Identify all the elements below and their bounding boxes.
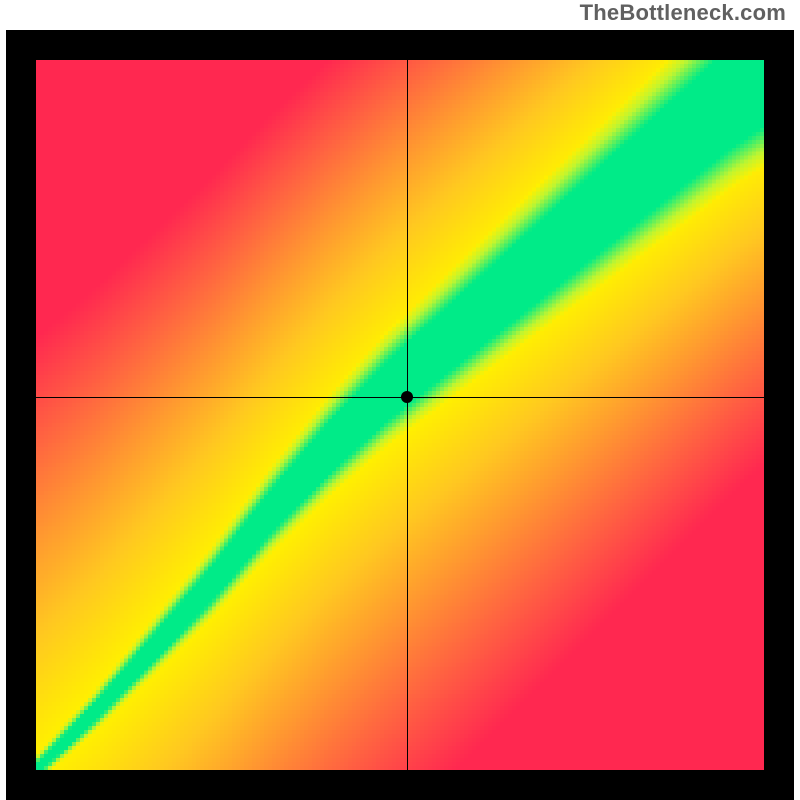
crosshair-vertical [407, 60, 408, 770]
marker-dot [401, 391, 413, 403]
attribution-text: TheBottleneck.com [580, 0, 786, 26]
heatmap-canvas [36, 60, 764, 770]
heatmap-plot-area [36, 60, 764, 770]
crosshair-horizontal [36, 397, 764, 398]
